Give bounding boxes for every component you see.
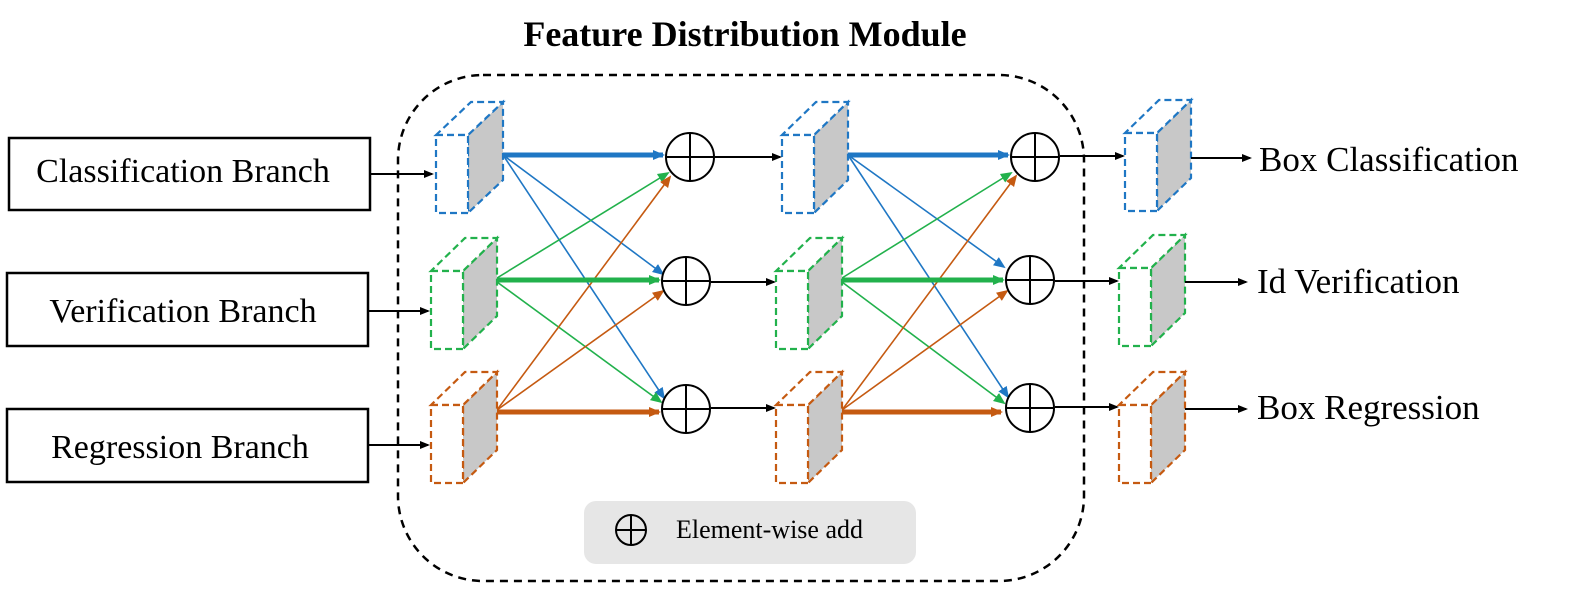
circle-plus-icon — [615, 514, 647, 546]
add-node-icon — [1010, 132, 1060, 182]
feature-cube-verification-2 — [773, 235, 845, 352]
feature-cube-verification-1 — [428, 235, 500, 352]
feature-cube-regression-3 — [1116, 369, 1188, 486]
add-node-icon — [1005, 383, 1055, 433]
feature-cube-regression-1 — [428, 369, 500, 486]
module-boundary — [396, 73, 1086, 583]
add-node-icon — [665, 132, 715, 182]
legend-label: Element-wise add — [676, 515, 863, 544]
input-verification-branch: Verification Branch — [5, 271, 370, 348]
output-id-verification: Id Verification — [1257, 262, 1459, 301]
feature-cube-classification-2 — [779, 99, 851, 216]
legend: Element-wise add — [584, 501, 916, 564]
feature-cube-classification-1 — [433, 99, 506, 216]
output-box-classification: Box Classification — [1259, 140, 1519, 179]
feature-cube-regression-2 — [773, 369, 845, 486]
feature-cube-classification-3 — [1122, 97, 1194, 214]
diagram-title: Feature Distribution Module — [523, 14, 966, 54]
add-node-icon — [661, 256, 711, 306]
stage1-cross-connections — [496, 154, 672, 411]
input-label: Regression Branch — [51, 429, 309, 466]
input-regression-branch: Regression Branch — [5, 407, 370, 484]
add-node-icon — [661, 384, 711, 434]
feature-cube-verification-3 — [1116, 232, 1188, 349]
stage2-main-connections — [842, 150, 1010, 417]
stage1-main-connections — [497, 150, 665, 417]
input-label: Classification Branch — [36, 153, 330, 190]
input-label: Verification Branch — [49, 293, 316, 330]
input-classification-branch: Classification Branch — [7, 136, 372, 212]
add-node-icon — [1005, 255, 1055, 305]
output-box-regression: Box Regression — [1257, 388, 1480, 427]
stage2-cross-connections — [841, 154, 1018, 411]
